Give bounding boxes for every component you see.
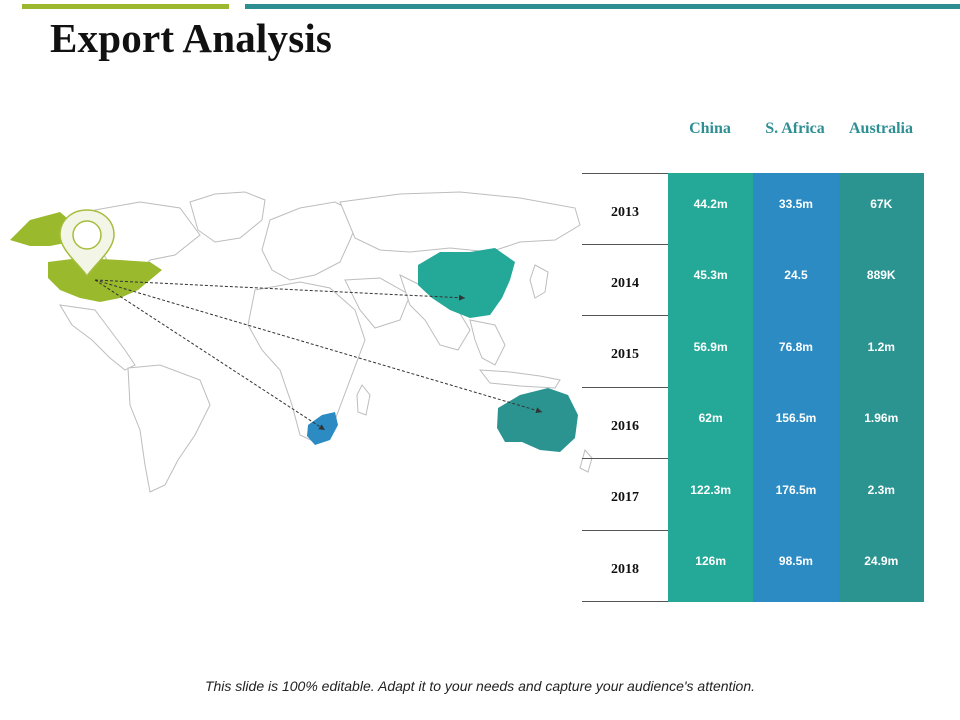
arrow-to-south-africa	[94, 279, 326, 431]
australia-value: 1.2m	[838, 316, 924, 388]
year-label: 2015	[582, 316, 668, 388]
table-row: 2013 44.2m 33.5m 67K	[582, 173, 924, 245]
southeast-asia-outline	[469, 319, 506, 366]
south-africa-value: 76.8m	[753, 316, 839, 388]
top-accent-bar-green	[22, 4, 229, 9]
central-america-outline	[59, 304, 136, 371]
top-accent-bar-teal	[245, 4, 960, 9]
china-value: 56.9m	[668, 316, 754, 388]
china-value: 122.3m	[668, 459, 754, 531]
south-africa-value: 98.5m	[753, 530, 839, 602]
table-row: 2014 45.3m 24.5 889K	[582, 244, 924, 316]
footer-note: This slide is 100% editable. Adapt it to…	[204, 678, 756, 694]
column-header-china: China	[689, 120, 731, 137]
slide-title: Export Analysis	[50, 15, 333, 61]
japan-outline	[529, 264, 549, 299]
middle-east-outline	[344, 277, 411, 329]
australia-value: 2.3m	[838, 459, 924, 531]
year-label: 2014	[582, 245, 668, 316]
table-row: 2016 62m 156.5m 1.96m	[582, 387, 924, 459]
continent-outlines	[59, 191, 593, 493]
year-label: 2017	[582, 459, 668, 531]
greenland-outline	[189, 191, 266, 243]
map-pin-icon	[59, 209, 115, 278]
indonesia-outline	[478, 369, 561, 389]
year-label: 2013	[582, 173, 668, 245]
table-row: 2015 56.9m 76.8m 1.2m	[582, 316, 924, 388]
export-table: 2013 44.2m 33.5m 67K 2014 45.3m 24.5 889…	[582, 173, 924, 602]
australia-value: 67K	[838, 173, 924, 245]
new-zealand-outline	[579, 448, 593, 473]
china-value: 45.3m	[668, 244, 754, 316]
world-map	[10, 191, 593, 493]
china-value: 62m	[668, 387, 754, 459]
russia-outline	[339, 191, 581, 253]
china-value: 44.2m	[668, 173, 754, 245]
australia-value: 889K	[838, 244, 924, 316]
australia-value: 1.96m	[838, 387, 924, 459]
china-highlight	[418, 248, 515, 318]
europe-outline	[261, 201, 361, 281]
column-header-south-africa: S. Africa	[765, 120, 825, 137]
table-row: 2017 122.3m 176.5m 2.3m	[582, 459, 924, 531]
year-label: 2016	[582, 388, 668, 459]
column-header-australia: Australia	[849, 120, 913, 137]
arrow-to-australia	[94, 279, 543, 414]
china-value: 126m	[668, 530, 754, 602]
south-africa-value: 176.5m	[753, 459, 839, 531]
australia-value: 24.9m	[838, 530, 924, 602]
south-africa-value: 24.5	[753, 244, 839, 316]
australia-highlight	[497, 388, 578, 452]
madagascar-outline	[356, 384, 371, 416]
south-america-outline	[127, 364, 211, 493]
arrow-to-china	[94, 279, 466, 301]
south-africa-value: 33.5m	[753, 173, 839, 245]
year-label: 2018	[582, 531, 668, 602]
table-row: 2018 126m 98.5m 24.9m	[582, 530, 924, 602]
south-africa-value: 156.5m	[753, 387, 839, 459]
alaska-highlight	[10, 212, 75, 246]
usa-highlight	[48, 258, 162, 302]
